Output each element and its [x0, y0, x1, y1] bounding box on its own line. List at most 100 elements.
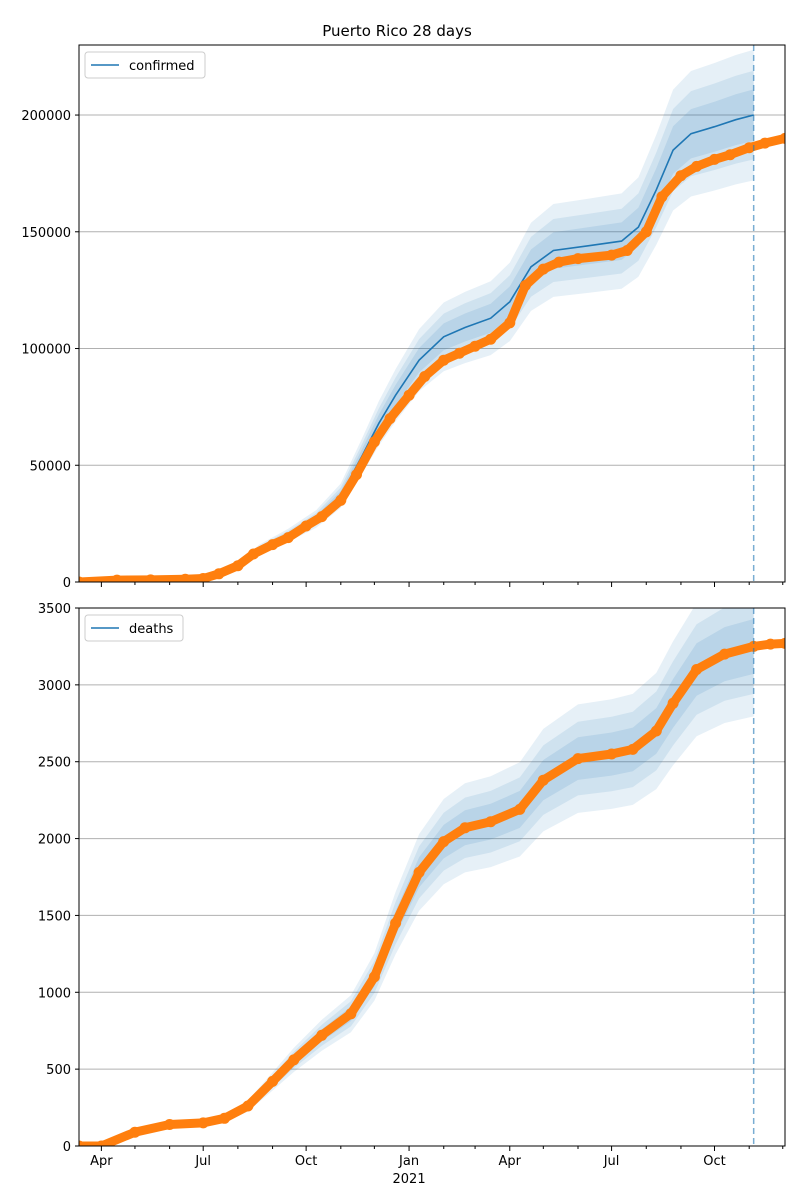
- observed-point: [351, 469, 362, 481]
- y-tick-label: 3000: [38, 679, 71, 694]
- y-tick-label: 500: [46, 1063, 71, 1078]
- y-tick-label: 0: [63, 576, 71, 591]
- observed-point: [553, 256, 565, 268]
- y-tick-label: 50000: [30, 459, 71, 474]
- y-tick-label: 200000: [21, 109, 71, 124]
- y-tick-label: 3500: [38, 602, 71, 617]
- observed-point: [485, 333, 497, 345]
- observed-point: [606, 748, 618, 760]
- chart-title: Puerto Rico 28 days: [322, 22, 472, 40]
- plot-area: [79, 49, 785, 582]
- observed-point: [316, 1029, 328, 1041]
- observed-point: [384, 413, 396, 425]
- observed-point: [650, 725, 662, 737]
- observed-point: [765, 638, 776, 650]
- observed-point: [627, 743, 639, 755]
- confirmed-panel: 0 50000 100000 150000 200000 confirmed: [21, 44, 786, 591]
- observed-point: [519, 280, 531, 291]
- x-tick-label: Oct: [703, 1154, 725, 1169]
- observed-point: [640, 226, 652, 238]
- x-year-label: 2021: [393, 1172, 426, 1187]
- observed-point: [675, 170, 687, 182]
- observed-point: [621, 245, 633, 256]
- observed-point: [179, 573, 191, 582]
- x-tick-label: Jul: [603, 1154, 620, 1169]
- observed-point: [438, 354, 450, 366]
- legend-label: confirmed: [129, 59, 195, 74]
- observed-point: [300, 520, 312, 532]
- observed-point: [79, 576, 85, 582]
- observed-point: [743, 142, 755, 154]
- observed-point: [453, 347, 465, 359]
- observed-point: [667, 697, 679, 709]
- uncertainty-band: [79, 70, 754, 582]
- observed-point: [656, 191, 668, 203]
- observed-point: [267, 1075, 279, 1087]
- observed-point: [413, 866, 425, 878]
- observed-point: [514, 803, 526, 815]
- observed-point: [691, 664, 703, 675]
- observed-point: [197, 573, 209, 582]
- observed-point: [779, 132, 785, 144]
- legend: confirmed: [84, 51, 206, 79]
- observed-point: [419, 371, 431, 382]
- observed-point: [403, 389, 415, 401]
- observed-point: [164, 1119, 176, 1130]
- x-tick-label: Apr: [499, 1154, 522, 1169]
- observed-point: [390, 917, 402, 929]
- observed-point: [145, 574, 157, 582]
- legend: deaths: [84, 614, 184, 642]
- observed-point: [242, 1100, 254, 1112]
- observed-point: [95, 1140, 107, 1146]
- observed-point: [267, 539, 279, 551]
- y-tick-label: 1000: [38, 986, 71, 1001]
- y-tick-label: 1500: [38, 909, 71, 924]
- legend-box: [84, 614, 184, 642]
- x-tick-label: Jan: [398, 1154, 419, 1169]
- observed-point: [606, 249, 618, 261]
- observed-point: [368, 436, 380, 448]
- observed-point: [282, 532, 294, 544]
- observed-point: [232, 560, 244, 572]
- observed-point: [345, 1008, 357, 1020]
- observed-point: [469, 340, 481, 352]
- uncertainty-band: [79, 49, 754, 582]
- plot-area: [79, 608, 785, 1146]
- x-tick-label: Apr: [90, 1154, 113, 1169]
- observed-point: [504, 317, 516, 329]
- deaths-panel: 0 500 1000 1500 2000 2500 3000 3500 Apr Jul Oct Jan…: [38, 602, 786, 1187]
- observed-point: [724, 149, 736, 161]
- observed-point: [129, 1126, 141, 1138]
- x-tick-label: Oct: [295, 1154, 317, 1169]
- observed-point: [219, 1112, 230, 1124]
- observed-point: [316, 511, 328, 523]
- observed-point: [213, 568, 225, 580]
- observed-point: [537, 263, 549, 275]
- observed-point: [111, 574, 123, 582]
- observed-point: [572, 253, 584, 265]
- observed-point: [335, 494, 347, 506]
- observed-point: [748, 640, 760, 652]
- observed-point: [691, 160, 703, 172]
- observed-point: [368, 971, 380, 983]
- axes-frame: [78, 607, 786, 1147]
- observed-point: [197, 1117, 209, 1129]
- y-tick-label: 100000: [21, 343, 71, 358]
- observed-point: [719, 648, 731, 660]
- observed-point: [288, 1054, 300, 1066]
- observed-point: [248, 548, 259, 560]
- legend-label: deaths: [129, 622, 174, 637]
- observed-point: [709, 153, 720, 165]
- observed-point: [459, 822, 471, 834]
- observed-point: [759, 137, 771, 149]
- y-tick-label: 150000: [21, 226, 71, 241]
- observed-point: [572, 753, 584, 765]
- observed-point: [485, 816, 497, 828]
- y-tick-label: 2000: [38, 833, 71, 848]
- observed-point: [79, 1140, 85, 1146]
- y-tick-label: 2500: [38, 756, 71, 771]
- observed-point: [779, 637, 785, 649]
- axes-frame: [78, 44, 786, 583]
- observed-point: [537, 774, 549, 786]
